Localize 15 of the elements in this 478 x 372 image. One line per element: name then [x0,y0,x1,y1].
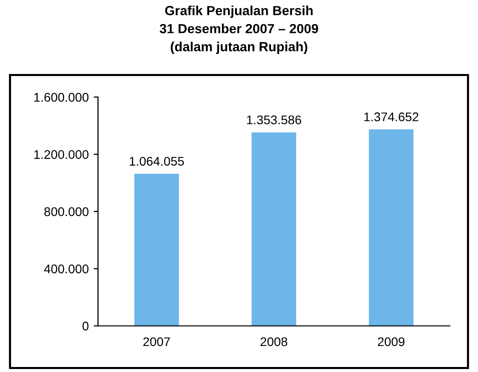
y-tick-label: 1.200.000 [34,150,88,159]
x-tick-label: 2009 [378,337,404,346]
data-label: 1.064.055 [130,156,184,166]
data-label: 1.353.586 [247,115,302,124]
y-tick-label: 800.000 [44,207,88,216]
y-tick-label: 1.600.000 [34,92,88,102]
y-tick-label: 400.000 [44,264,88,274]
bar [252,132,296,326]
bar [134,174,179,326]
chart-title: Grafik Penjualan Bersih 31 Desember 2007 – 2009 (dalam jutaan Rupiah) [160,6,318,54]
data-label: 1.374.652 [364,112,418,122]
bar [368,129,414,326]
y-tick-label: 0 [82,322,88,331]
x-tick-label: 2008 [260,337,288,346]
x-tick-label: 2007 [143,337,170,346]
